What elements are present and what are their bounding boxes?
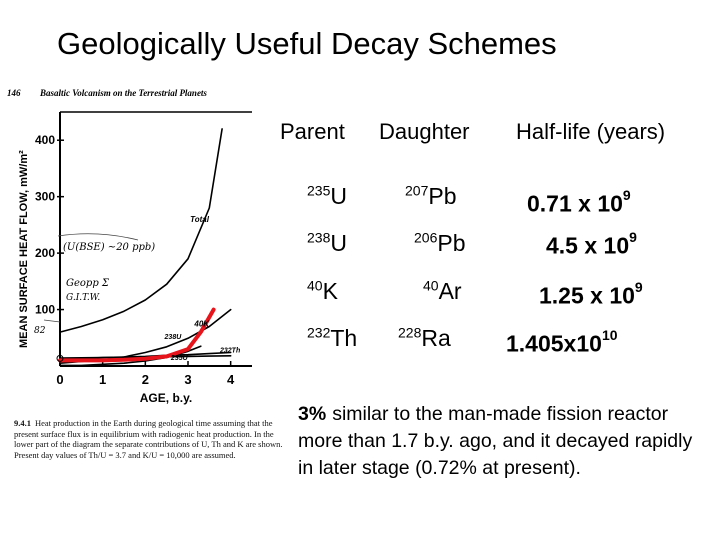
- half-life-mantissa: 4.5 x 10: [546, 232, 630, 259]
- chart-curve-labels: Total 40K 238U 232Th 235U: [164, 215, 241, 362]
- caption-text: Heat production in the Earth during geol…: [14, 418, 283, 460]
- chart-axes: [59, 111, 252, 367]
- half-life-cell: 1.405x1010: [506, 327, 618, 358]
- parent-symbol: U: [330, 183, 347, 209]
- half-life-exponent: 9: [629, 229, 637, 245]
- chart-x-axis-label: AGE, b.y.: [140, 391, 192, 405]
- header-parent: Parent: [280, 119, 345, 144]
- parent-cell: 238U: [307, 230, 347, 257]
- y-tick-label: 100: [35, 303, 55, 317]
- note-text: similar to the man-made fission reactor …: [298, 403, 693, 480]
- handwritten-notes: (U(BSE) ~20 ppb) Geopp Σ G.I.T.W. 82: [34, 233, 155, 336]
- x-tick-label: 4: [227, 372, 235, 387]
- daughter-cell: 40Ar: [423, 278, 462, 305]
- daughter-symbol: Pb: [437, 230, 466, 256]
- half-life-cell: 1.25 x 109: [539, 279, 643, 310]
- curve-label: 40K: [193, 319, 210, 328]
- figure-page-number: 146: [7, 88, 21, 98]
- daughter-mass: 228: [398, 324, 422, 341]
- note-percent: 3%: [298, 403, 327, 425]
- curve-label: 235U: [170, 355, 189, 362]
- daughter-mass: 206: [414, 229, 438, 246]
- chart-ticks: 0 1 2 3 4 100 200 300 400 AGE, b.y.: [35, 133, 235, 405]
- origin-marker: [56, 354, 64, 362]
- header-daughter: Daughter: [379, 119, 470, 144]
- parent-symbol: K: [322, 278, 338, 304]
- half-life-cell: 0.71 x 109: [527, 187, 631, 218]
- pencil-stroke: [57, 233, 139, 241]
- half-life-exponent: 9: [634, 279, 643, 295]
- daughter-cell: 206Pb: [414, 230, 466, 257]
- half-life-exponent: 10: [601, 327, 618, 343]
- handwritten-line-3: G.I.T.W.: [66, 293, 100, 303]
- y-tick-label: 300: [35, 190, 55, 204]
- pencil-stroke: [43, 319, 61, 323]
- x-tick-label: 2: [142, 372, 149, 387]
- daughter-symbol: Ar: [438, 278, 462, 304]
- parent-symbol: U: [330, 230, 347, 256]
- half-life-mantissa: 0.71 x 10: [527, 190, 623, 217]
- figure-caption: 9.4.1 Heat production in the Earth during…: [14, 418, 284, 460]
- x-tick-label: 0: [56, 372, 63, 387]
- x-tick-label: 3: [184, 372, 191, 387]
- daughter-cell: 207Pb: [405, 183, 457, 210]
- curve-label: Total: [190, 215, 210, 224]
- series-line-40k: [59, 308, 232, 365]
- half-life-mantissa: 1.405x10: [506, 330, 602, 357]
- header-half-life: Half-life (years): [516, 119, 666, 144]
- half-life-cell: 4.5 x 109: [546, 229, 637, 260]
- curve-label: 232Th: [219, 347, 240, 354]
- handwritten-line-2: Geopp Σ: [66, 278, 110, 289]
- caption-number: 9.4.1: [14, 418, 31, 428]
- x-tick-label: 1: [99, 372, 106, 387]
- parent-symbol: Th: [330, 325, 358, 351]
- parent-mass: 235: [307, 182, 331, 199]
- parent-mass: 238: [307, 229, 331, 246]
- fission-note: 3% similar to the man-made fission reacto…: [298, 401, 698, 483]
- handwritten-mark: 82: [34, 326, 46, 336]
- daughter-symbol: Ra: [421, 325, 451, 351]
- daughter-mass: 40: [423, 277, 439, 294]
- parent-mass: 40: [307, 277, 323, 294]
- daughter-mass: 207: [405, 182, 429, 199]
- parent-cell: 235U: [307, 183, 347, 210]
- handwritten-line-1: (U(BSE) ~20 ppb): [63, 242, 155, 253]
- half-life-mantissa: 1.25 x 10: [539, 282, 635, 309]
- curve-label: 238U: [164, 334, 183, 341]
- series-line-highlight: [58, 307, 216, 363]
- chart-series: [56, 128, 232, 367]
- daughter-symbol: Pb: [428, 183, 457, 209]
- parent-mass: 232: [307, 324, 331, 341]
- parent-cell: 232Th: [307, 325, 357, 352]
- parent-cell: 40K: [307, 278, 338, 305]
- series-line-total: [59, 128, 223, 333]
- daughter-cell: 228Ra: [398, 325, 451, 352]
- slide-title: Geologically Useful Decay Schemes: [57, 26, 557, 61]
- y-tick-label: 200: [35, 246, 55, 260]
- y-tick-label: 400: [35, 133, 55, 147]
- figure-book-header: Basaltic Volcanism on the Terrestrial Pl…: [40, 88, 207, 98]
- half-life-exponent: 9: [622, 187, 631, 203]
